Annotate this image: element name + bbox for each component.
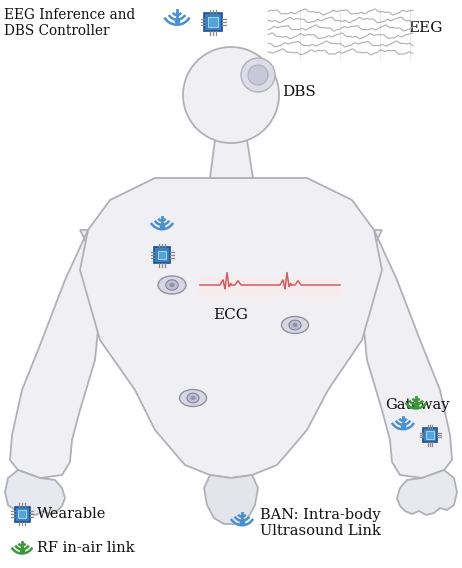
- Ellipse shape: [190, 396, 195, 400]
- Circle shape: [248, 65, 268, 85]
- Polygon shape: [80, 178, 382, 478]
- Polygon shape: [210, 140, 253, 178]
- Text: EEG Inference and
DBS Controller: EEG Inference and DBS Controller: [4, 8, 135, 38]
- Bar: [158, 250, 166, 260]
- Ellipse shape: [292, 323, 298, 327]
- Bar: [204, 13, 222, 31]
- Ellipse shape: [170, 283, 175, 287]
- Bar: [426, 431, 434, 439]
- Bar: [423, 428, 437, 442]
- Text: BAN: Intra-body
Ultrasound Link: BAN: Intra-body Ultrasound Link: [260, 508, 381, 538]
- Text: EEG: EEG: [408, 21, 443, 35]
- Polygon shape: [10, 230, 100, 478]
- Polygon shape: [204, 475, 258, 524]
- Bar: [197, 277, 342, 297]
- Circle shape: [183, 47, 279, 143]
- Bar: [154, 247, 170, 263]
- Polygon shape: [362, 230, 452, 478]
- Text: Gateway: Gateway: [385, 398, 450, 412]
- Text: ECG: ECG: [213, 308, 249, 322]
- Bar: [208, 17, 218, 27]
- Text: RF in-air link: RF in-air link: [37, 541, 134, 555]
- Text: Wearable: Wearable: [37, 507, 106, 521]
- Polygon shape: [5, 470, 65, 515]
- Bar: [18, 510, 26, 518]
- Bar: [14, 507, 30, 521]
- Ellipse shape: [281, 316, 309, 333]
- Ellipse shape: [158, 276, 186, 294]
- Ellipse shape: [289, 320, 301, 330]
- Polygon shape: [397, 470, 457, 515]
- Ellipse shape: [166, 280, 178, 290]
- Ellipse shape: [180, 390, 207, 407]
- Text: DBS: DBS: [282, 85, 316, 99]
- Ellipse shape: [187, 393, 199, 403]
- Circle shape: [241, 58, 275, 92]
